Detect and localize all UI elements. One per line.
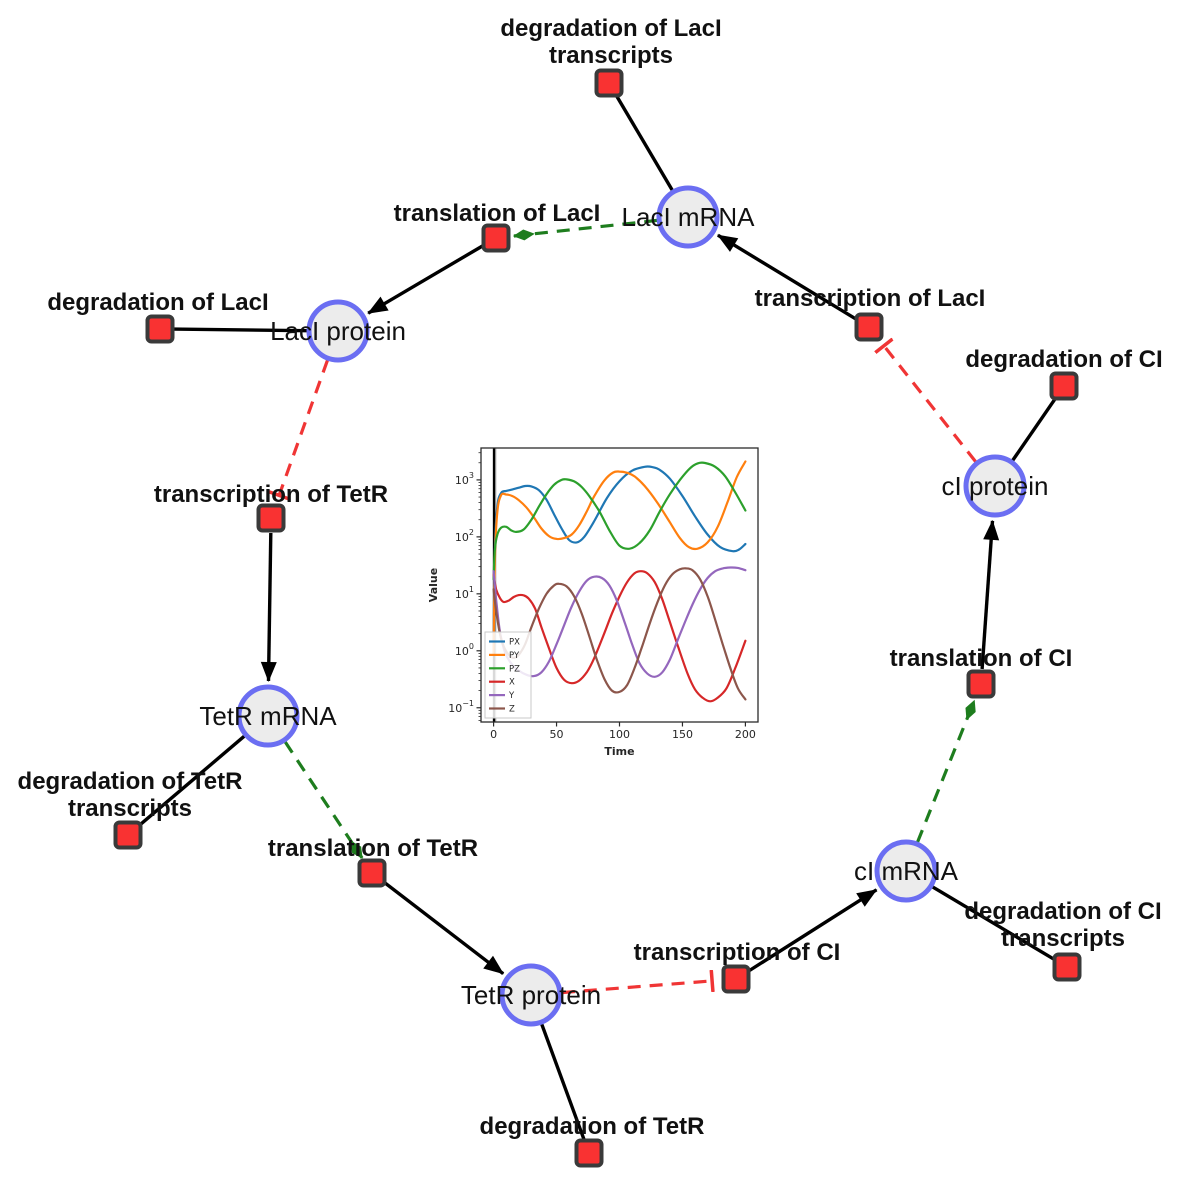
chart-y-tick-label: 101 [455, 585, 474, 601]
reaction-label-transcription-of-tetr: transcription of TetR [154, 481, 388, 508]
edge-modifier-laci-mrna-to-translation-of-laci [512, 218, 658, 241]
reaction-label-translation-of-ci: translation of CI [890, 645, 1073, 672]
reaction-label-transcription-of-laci: transcription of LacI [755, 285, 986, 312]
edge-inhibition-tetr-protein-to-transcription-of-ci [561, 981, 712, 995]
edge-production-translation-of-tetr-to-tetr-protein [382, 880, 505, 976]
species-label-tetr-protein: TetR protein [461, 980, 601, 1010]
chart-series-line-X [492, 570, 747, 703]
edge-consumption-laci-mrna-to-degradation-of-laci-transcripts [614, 93, 674, 192]
edge-consumption-ci-mrna-to-degradation-of-ci-transcripts [931, 885, 1057, 962]
chart-series-line-PX [492, 465, 747, 642]
reaction-node-transcription-of-laci [854, 312, 884, 342]
chart-legend: PX PY PZ XYZ [484, 631, 532, 719]
chart-x-tick-label: 0 [490, 728, 497, 741]
reaction-label-degradation-of-laci: degradation of LacI [47, 289, 268, 316]
legend-label-Y: Y [508, 691, 515, 701]
species-label-ci-mrna: cI mRNA [854, 856, 959, 886]
species-label-ci-protein: cI protein [942, 471, 1049, 501]
chart-y-tick-label: 100 [455, 642, 474, 658]
species-node-ci-mrna [874, 839, 938, 903]
reaction-node-degradation-of-laci-transcripts [594, 68, 624, 98]
reaction-label-transcription-of-ci: transcription of CI [634, 939, 841, 966]
reaction-label-degradation-of-tetr: degradation of TetR [480, 1113, 705, 1140]
edge-consumption-tetr-protein-to-degradation-of-tetr [540, 1023, 587, 1142]
reaction-node-translation-of-tetr [357, 858, 387, 888]
reaction-node-translation-of-laci [481, 223, 511, 253]
chart-figure-background [424, 427, 794, 773]
reaction-node-degradation-of-ci [1049, 371, 1079, 401]
edge-production-transcription-of-tetr-to-tetr-mrna [260, 532, 277, 682]
reaction-label-degradation-of-laci-transcripts: degradation of LacI transcripts [500, 15, 721, 69]
reaction-node-degradation-of-laci [145, 314, 175, 344]
legend-label-PZ: PZ [509, 664, 520, 674]
edge-modifier-ci-mrna-to-translation-of-ci [916, 699, 976, 843]
species-label-laci-protein: LacI protein [270, 316, 406, 346]
species-node-ci-protein [963, 454, 1027, 518]
chart-x-tick-label: 50 [550, 728, 564, 741]
reaction-label-translation-of-laci: translation of LacI [394, 200, 601, 227]
chart-series-line-PZ [492, 461, 747, 581]
chart-x-tick-label: 100 [609, 728, 630, 741]
chart-y-axis-title: Value [427, 568, 440, 602]
chart-legend-box [484, 631, 532, 719]
edges-layer [136, 93, 1058, 1142]
reaction-label-degradation-of-ci-transcripts: degradation of CI transcripts [964, 898, 1161, 952]
reaction-node-transcription-of-tetr [256, 503, 286, 533]
chart-x-tick-label: 200 [735, 728, 756, 741]
legend-label-PY: PY [509, 651, 520, 661]
edge-production-translation-of-laci-to-laci-protein [367, 244, 484, 315]
reaction-node-degradation-of-ci-transcripts [1052, 952, 1082, 982]
edge-inhibition-laci-protein-to-transcription-of-tetr [279, 359, 330, 495]
edge-production-transcription-of-ci-to-ci-mrna [747, 888, 878, 973]
legend-label-Z: Z [509, 705, 515, 715]
edge-production-translation-of-ci-to-ci-protein [980, 519, 1000, 670]
reaction-label-translation-of-tetr: translation of TetR [268, 835, 478, 862]
reaction-nodes-layer: degradation of LacI transcripts translatio… [18, 15, 1163, 1168]
edge-consumption-tetr-mrna-to-degradation-of-tetr-transcripts [136, 734, 246, 828]
chart-series-line-PY [492, 460, 747, 655]
inset-chart: 0 50 100 150 20010−1100101102103TimeValuePXP… [424, 427, 794, 773]
species-nodes-layer: LacI mRNA LacI protein TetR mRNA TetR prote… [199, 185, 1049, 1027]
species-node-tetr-protein [499, 963, 563, 1027]
edge-consumption-ci-protein-to-degradation-of-ci [1011, 395, 1058, 462]
edge-production-transcription-of-laci-to-laci-mrna [717, 233, 858, 321]
species-node-laci-mrna [656, 185, 720, 249]
species-node-tetr-mrna [236, 684, 300, 748]
chart-y-tick-label: 102 [455, 528, 474, 544]
chart-x-tick-label: 150 [672, 728, 693, 741]
edge-inhibition-ci-protein-to-transcription-of-laci [884, 346, 977, 463]
chart-y-tick-label: 10−1 [448, 699, 474, 715]
reaction-node-transcription-of-ci [721, 964, 751, 994]
legend-label-X: X [509, 678, 515, 688]
reaction-label-degradation-of-ci: degradation of CI [965, 346, 1162, 373]
reaction-label-degradation-of-tetr-transcripts: degradation of TetR transcripts [18, 768, 243, 822]
reaction-node-translation-of-ci [966, 669, 996, 699]
reaction-node-degradation-of-tetr-transcripts [113, 820, 143, 850]
species-label-laci-mrna: LacI mRNA [622, 202, 756, 232]
edge-modifier-tetr-mrna-to-translation-of-tetr [283, 740, 364, 859]
edge-consumption-laci-protein-to-degradation-of-laci [172, 327, 308, 333]
reaction-node-degradation-of-tetr [574, 1138, 604, 1168]
species-node-laci-protein [306, 299, 370, 363]
chart-x-axis-title: Time [604, 745, 634, 758]
chart-y-tick-label: 103 [455, 471, 474, 487]
species-label-tetr-mrna: TetR mRNA [199, 701, 337, 731]
legend-label-PX: PX [509, 638, 520, 648]
